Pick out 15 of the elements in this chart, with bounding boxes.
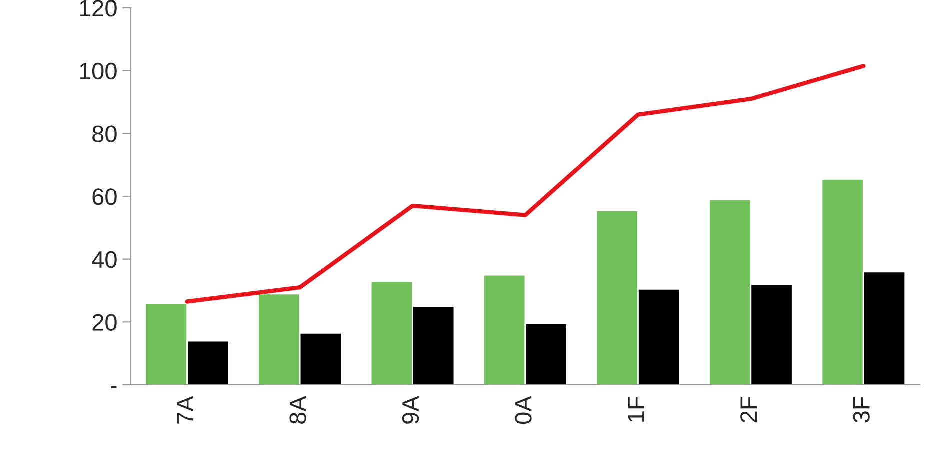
- y-tick-label: -: [110, 386, 117, 388]
- y-tick-label: 60: [92, 188, 117, 206]
- x-tick-label: 0A: [515, 396, 532, 424]
- x-tick-label: 9A: [402, 396, 420, 424]
- y-tick-label: 20: [92, 314, 117, 331]
- x-tick-label: 8A: [290, 396, 306, 424]
- x-tick-label: 1F: [628, 397, 644, 422]
- x-tick-label: 7A: [177, 396, 194, 424]
- x-tick-label: 2F: [740, 397, 758, 422]
- y-tick-label: 100: [80, 62, 117, 80]
- x-tick-label: 3F: [853, 397, 870, 423]
- line-series: [185, 64, 866, 304]
- y-tick-label: 120: [80, 0, 117, 17]
- y-tick-label: 80: [92, 126, 117, 142]
- y-tick-label: 40: [92, 251, 117, 268]
